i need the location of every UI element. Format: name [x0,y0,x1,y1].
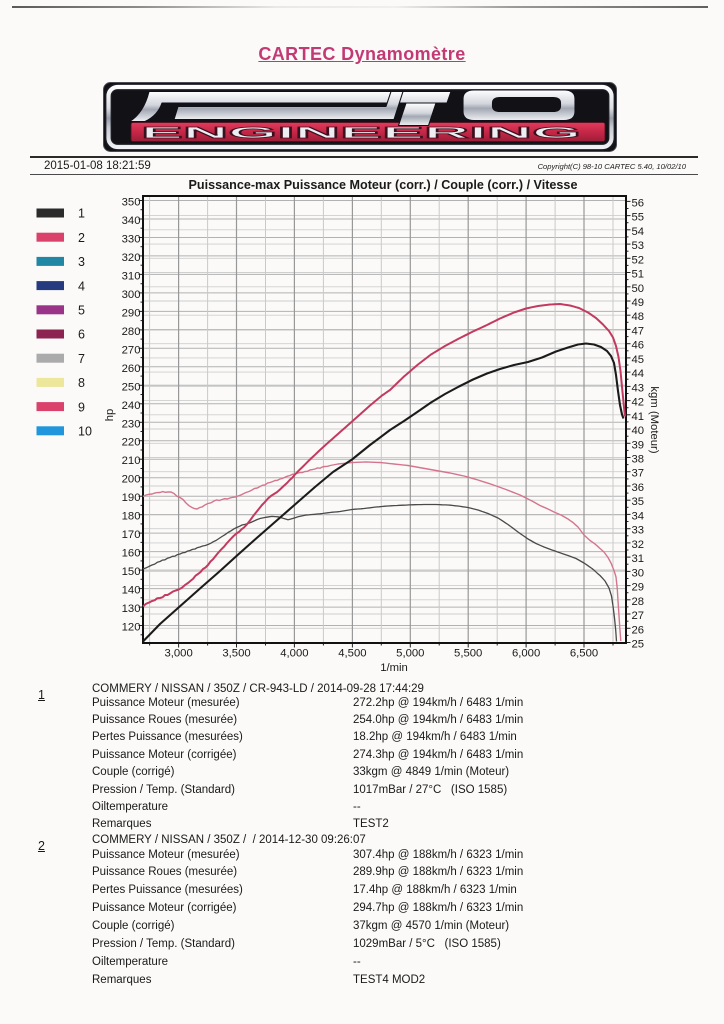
svg-text:43: 43 [632,382,645,394]
svg-text:5: 5 [78,304,85,318]
svg-text:290: 290 [122,307,141,319]
svg-text:310: 310 [122,270,141,282]
svg-text:270: 270 [122,344,141,356]
svg-text:6: 6 [78,328,85,342]
svg-text:7: 7 [78,352,85,366]
svg-text:300: 300 [122,289,141,301]
svg-text:10: 10 [78,425,92,439]
svg-text:52: 52 [632,254,645,266]
svg-text:3: 3 [78,255,85,269]
svg-text:45: 45 [632,354,645,366]
svg-text:180: 180 [122,511,141,523]
svg-text:340: 340 [122,215,141,227]
svg-text:320: 320 [122,252,141,264]
svg-text:hp: hp [104,409,116,422]
svg-text:47: 47 [632,325,645,337]
svg-text:1: 1 [78,207,85,221]
svg-text:120: 120 [122,622,141,634]
svg-text:44: 44 [632,368,645,380]
svg-text:46: 46 [632,340,645,352]
svg-text:2: 2 [78,231,85,245]
svg-text:8: 8 [78,376,85,390]
svg-text:37: 37 [632,468,645,480]
svg-text:250: 250 [122,381,141,393]
svg-text:140: 140 [122,585,141,597]
svg-text:210: 210 [122,455,141,467]
svg-text:54: 54 [632,226,645,238]
svg-text:4: 4 [78,279,85,293]
svg-text:170: 170 [122,529,141,541]
svg-text:50: 50 [632,283,645,295]
svg-text:32: 32 [632,539,645,551]
svg-text:48: 48 [632,311,645,323]
svg-text:30: 30 [632,567,645,579]
svg-text:40: 40 [632,425,645,437]
svg-text:1/min: 1/min [380,662,408,674]
svg-text:53: 53 [632,240,645,252]
svg-text:6,500: 6,500 [570,648,598,660]
svg-text:26: 26 [632,624,645,636]
svg-text:150: 150 [122,566,141,578]
svg-text:38: 38 [632,454,645,466]
svg-text:39: 39 [632,439,645,451]
svg-text:190: 190 [122,492,141,504]
svg-text:330: 330 [122,234,141,246]
svg-text:5,500: 5,500 [454,648,482,660]
svg-text:36: 36 [632,482,645,494]
svg-text:3,000: 3,000 [164,648,192,660]
svg-text:130: 130 [122,603,141,615]
svg-text:220: 220 [122,437,141,449]
svg-text:31: 31 [632,553,645,565]
svg-text:200: 200 [122,474,141,486]
svg-text:29: 29 [632,582,645,594]
svg-text:33: 33 [632,525,645,537]
svg-text:51: 51 [632,269,645,281]
svg-text:49: 49 [632,297,645,309]
svg-text:6,000: 6,000 [512,648,540,660]
svg-text:kgm (Moteur): kgm (Moteur) [648,386,660,453]
svg-text:27: 27 [632,610,645,622]
svg-text:3,500: 3,500 [222,648,250,660]
svg-text:ENGINEERING: ENGINEERING [141,125,581,142]
svg-text:56: 56 [632,197,645,209]
svg-text:35: 35 [632,496,645,508]
svg-text:4,500: 4,500 [338,648,366,660]
svg-text:55: 55 [632,212,645,224]
svg-text:260: 260 [122,363,141,375]
svg-text:28: 28 [632,596,645,608]
svg-text:230: 230 [122,418,141,430]
svg-text:34: 34 [632,510,645,522]
svg-text:280: 280 [122,326,141,338]
svg-text:5,000: 5,000 [396,648,424,660]
svg-text:9: 9 [78,400,85,414]
svg-text:41: 41 [632,411,645,423]
svg-text:25: 25 [632,639,645,651]
svg-text:350: 350 [122,197,141,209]
svg-text:160: 160 [122,548,141,560]
svg-text:42: 42 [632,397,645,409]
svg-text:4,000: 4,000 [280,648,308,660]
svg-text:240: 240 [122,400,141,412]
